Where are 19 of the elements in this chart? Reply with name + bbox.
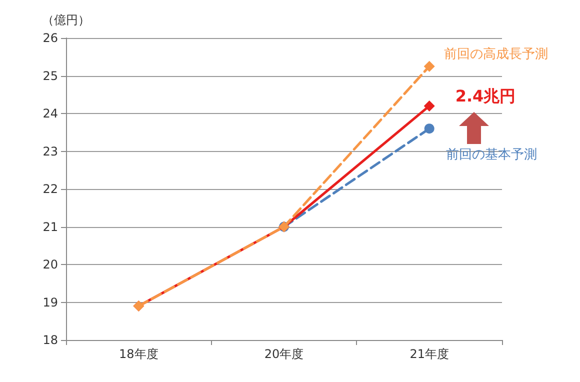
y-axis-title: （億円）: [42, 13, 90, 27]
y-tick-label: 18: [42, 333, 58, 347]
series-label: 前回の高成長予測: [444, 46, 548, 62]
y-tick-label: 20: [42, 258, 58, 272]
x-tick-label: 21年度: [410, 347, 449, 361]
y-tick-label: 24: [42, 106, 58, 120]
x-tick-label: 20年度: [264, 347, 304, 361]
series-label: 前回の基本予測: [446, 148, 537, 163]
y-tick-label: 22: [42, 182, 58, 196]
y-tick-label: 21: [42, 220, 58, 234]
point: [424, 60, 435, 72]
point: [424, 100, 435, 112]
point: [424, 124, 434, 134]
y-tick-label: 26: [42, 31, 58, 45]
x-tick-label: 18年度: [119, 347, 158, 361]
annotation: 2.4兆円: [455, 86, 516, 106]
y-tick-label: 23: [42, 144, 58, 158]
y-tick-label: 25: [42, 68, 58, 83]
y-tick-label: 19: [42, 295, 58, 310]
